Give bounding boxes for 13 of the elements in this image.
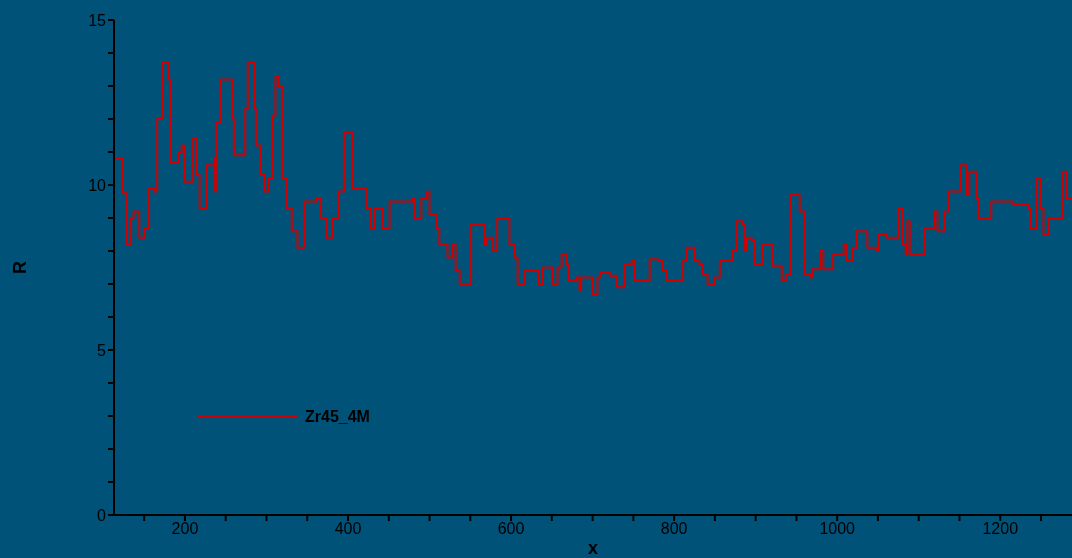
- y-tick-label: 10: [88, 176, 107, 194]
- x-tick-label: 1200: [982, 520, 1019, 538]
- x-tick-label: 200: [171, 520, 199, 538]
- y-axis-title: R: [10, 261, 31, 274]
- x-tick-label: 400: [334, 520, 362, 538]
- x-tick-label: 1000: [819, 520, 856, 538]
- y-tick-label: 5: [97, 341, 107, 359]
- y-tick-label: 15: [88, 11, 107, 29]
- text: Zr45_4M: [305, 408, 370, 426]
- x-tick-label: 800: [660, 520, 688, 538]
- y-tick-label: 0: [97, 506, 107, 524]
- x-tick-label: 600: [497, 520, 525, 538]
- x-axis-title: x: [587, 538, 599, 558]
